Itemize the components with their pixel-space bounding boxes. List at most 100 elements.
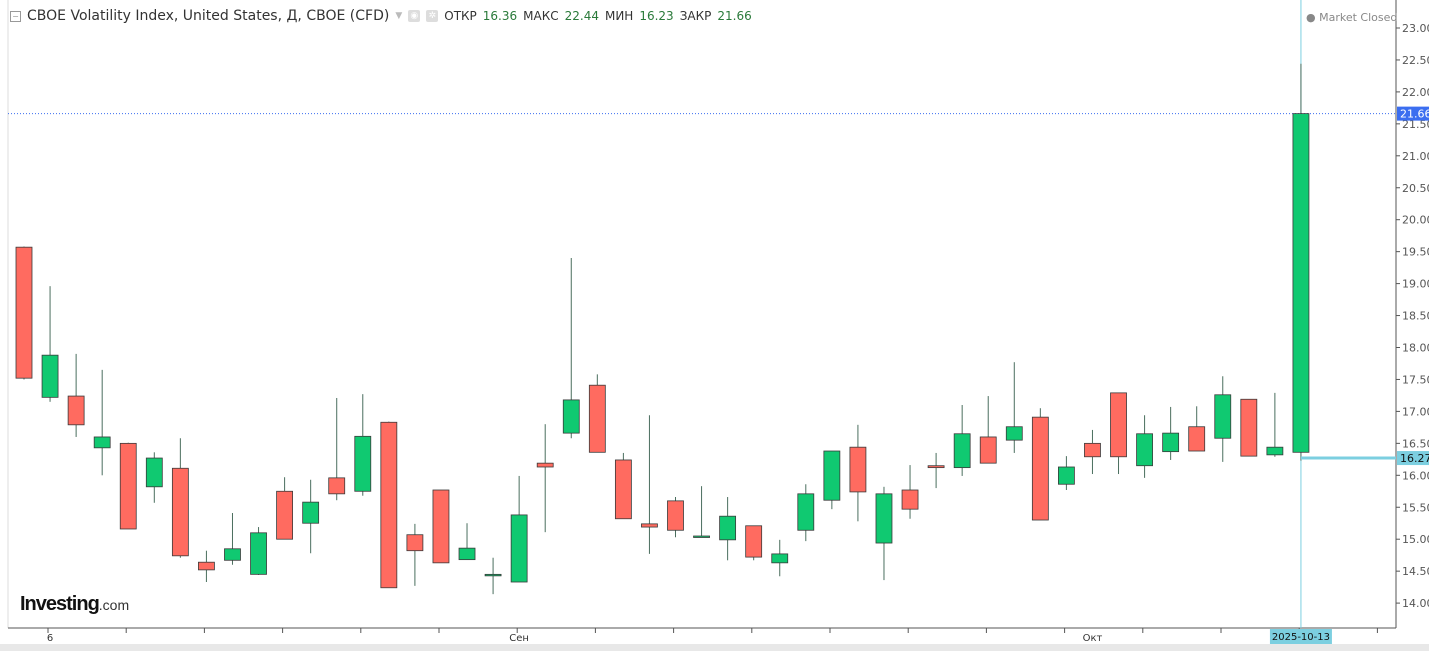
eye-icon[interactable]: ◉ [408, 10, 421, 22]
low-label: МИН [604, 9, 634, 23]
candle [1188, 406, 1206, 452]
logo-suffix: .com [98, 597, 130, 613]
candle [198, 550, 215, 583]
y-tick-label: 21.50 [1402, 118, 1429, 131]
investing-logo: Investing.com [20, 593, 129, 616]
candle [458, 523, 476, 561]
candle-body [1292, 113, 1310, 453]
candle [1292, 63, 1310, 461]
candle-body [771, 553, 789, 564]
candle-body [15, 246, 33, 379]
candle-body [745, 525, 763, 558]
y-tick-label: 19.00 [1402, 278, 1429, 291]
market-status: ● Market Closed [1306, 11, 1398, 24]
candle [536, 424, 554, 533]
last-price-label: 21.66 [1400, 108, 1429, 121]
candle [979, 396, 997, 464]
candle [1136, 415, 1153, 478]
candle-body [641, 523, 658, 528]
candle [328, 397, 346, 501]
crosshair-price-label: 16.27 [1400, 452, 1429, 465]
high-value: 22.44 [564, 9, 599, 23]
y-tick-label: 17.50 [1402, 373, 1429, 386]
candle-body [823, 450, 841, 501]
candle-body [276, 490, 294, 540]
candle [1240, 398, 1258, 457]
scrollbar[interactable] [0, 644, 1429, 651]
collapse-icon[interactable]: − [10, 10, 21, 22]
candle-body [41, 354, 59, 398]
candle [119, 442, 137, 530]
candle [901, 465, 919, 519]
candle-body [693, 535, 710, 538]
candle-body [224, 548, 241, 561]
close-label: ЗАКР [679, 9, 712, 23]
candle-body [1188, 426, 1206, 452]
candle [432, 489, 450, 564]
y-tick-label: 21.00 [1402, 150, 1429, 163]
candle [849, 424, 867, 522]
candle-body [250, 532, 267, 575]
candle [1084, 429, 1101, 475]
open-label: ОТКР [444, 9, 477, 23]
x-tick-label: Окт [1083, 633, 1103, 644]
low-value: 16.23 [639, 9, 674, 23]
candle [614, 452, 632, 520]
gear-icon[interactable]: ✲ [426, 10, 439, 22]
dropdown-icon[interactable]: ▼ [395, 11, 403, 21]
candle [41, 286, 59, 402]
y-tick-label: 18.50 [1402, 310, 1429, 323]
last-price-badge [1397, 106, 1429, 121]
candle-body [1058, 466, 1075, 485]
candle-body [67, 395, 85, 426]
candle [771, 539, 789, 577]
candle-body [953, 433, 971, 469]
candle-body [719, 515, 737, 541]
candle-body [875, 493, 893, 544]
candle-body [927, 465, 945, 469]
candle-body [198, 561, 215, 571]
candle [1031, 408, 1049, 521]
candle [510, 475, 528, 583]
candle-body [979, 436, 997, 464]
candle [875, 486, 893, 581]
x-tick-label: Сен [509, 633, 529, 644]
candle [93, 369, 111, 476]
candle [953, 405, 971, 476]
candle-body [484, 573, 502, 577]
y-tick-label: 16.50 [1402, 437, 1429, 450]
candle-body [1084, 442, 1101, 458]
candle-body [797, 493, 815, 531]
logo-main: Investing [20, 593, 100, 615]
candle-body [849, 446, 867, 493]
candle [145, 452, 163, 503]
candle [380, 421, 398, 589]
candle [15, 246, 33, 380]
chart-header: − CBOE Volatility Index, United States, … [10, 8, 752, 24]
candle [250, 527, 267, 575]
candle-body [458, 547, 476, 561]
candle-body [380, 421, 398, 589]
y-tick-label: 23.00 [1402, 22, 1429, 35]
candle-body [406, 534, 424, 552]
candle-body [171, 467, 189, 557]
x-tick-label: 6 [47, 633, 53, 644]
candle [797, 484, 815, 542]
candle-body [302, 501, 320, 524]
candle-body [1031, 416, 1049, 521]
candle [67, 353, 85, 437]
candle-body [1162, 432, 1180, 453]
y-tick-label: 22.00 [1402, 86, 1429, 99]
candle-body [562, 399, 580, 434]
candle [302, 479, 320, 554]
y-tick-label: 17.00 [1402, 405, 1429, 418]
candle [562, 258, 580, 439]
candle-body [1110, 392, 1127, 458]
candle [927, 452, 945, 489]
candle [823, 450, 841, 510]
instrument-title: CBOE Volatility Index, United States, Д,… [27, 8, 390, 24]
crosshair-date-badge [1269, 629, 1332, 644]
y-tick-label: 22.50 [1402, 54, 1429, 67]
candle [1110, 392, 1127, 475]
